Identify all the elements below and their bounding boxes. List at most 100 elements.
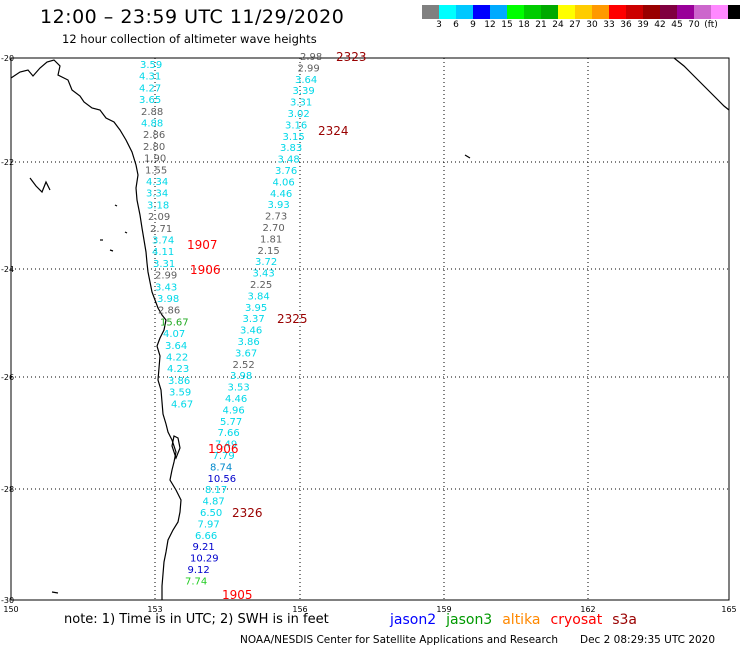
- wave-height-label: 10.56: [208, 474, 237, 485]
- wave-height-label: 7.74: [185, 576, 207, 587]
- wave-height-label: 3.84: [248, 291, 270, 302]
- longitude-label: 159: [436, 605, 451, 614]
- wave-height-label: 4.22: [166, 353, 188, 364]
- color-legend-labels: 3 6 9 12 15 18 21 24 27 30 33 36 39 42 45 70 (ft): [422, 20, 740, 32]
- wave-height-label: 2.98: [300, 52, 322, 63]
- legend-swatch: [677, 5, 694, 19]
- wave-height-label: 2.09: [148, 212, 170, 223]
- longitude-label: 162: [580, 605, 595, 614]
- longitude-label: 150: [3, 605, 18, 614]
- wave-height-label: 2.80: [143, 142, 165, 153]
- wave-height-label: 3.59: [140, 60, 162, 71]
- wave-height-label: 4.46: [270, 189, 292, 200]
- wave-height-label: 4.07: [163, 329, 185, 340]
- satellite-name: jason3: [446, 612, 493, 628]
- wave-height-label: 4.87: [203, 497, 225, 508]
- wave-height-label: 3.86: [168, 376, 190, 387]
- wave-height-label: 6.50: [200, 508, 222, 519]
- legend-label: 36: [620, 20, 632, 30]
- wave-height-label: 3.37: [243, 314, 265, 325]
- footer-note: note: 1) Time is in UTC; 2) SWH is in fe…: [64, 612, 329, 627]
- wave-height-label: 7.79: [213, 451, 235, 462]
- wave-height-label: 1.55: [145, 165, 167, 176]
- legend-label: 45: [671, 20, 683, 30]
- wave-height-label: 9.12: [188, 565, 210, 576]
- latitude-label: -24: [1, 265, 14, 274]
- wave-height-label: 3.83: [280, 143, 302, 154]
- legend-swatch: [711, 5, 728, 19]
- wave-height-label: 3.18: [147, 200, 169, 211]
- map-frame: [10, 57, 730, 601]
- wave-height-label: 4.23: [167, 364, 189, 375]
- legend-swatch: [643, 5, 660, 19]
- wave-height-label: 15.67: [160, 317, 189, 328]
- wave-height-label: 3.39: [293, 86, 315, 97]
- wave-height-label: 3.72: [255, 257, 277, 268]
- wave-height-label: 1.90: [144, 154, 166, 165]
- wave-height-label: 3.65: [139, 95, 161, 106]
- legend-swatch: [660, 5, 677, 19]
- legend-swatch: [626, 5, 643, 19]
- wave-height-label: 5.77: [220, 417, 242, 428]
- latitude-label: -30: [1, 596, 14, 605]
- longitude-label: 156: [292, 605, 307, 614]
- satellite-name: altika: [502, 612, 541, 628]
- wave-height-label: 2.15: [258, 246, 280, 257]
- graticule: [11, 58, 729, 600]
- australia-coastline: [10, 59, 182, 600]
- wave-height-label: 3.59: [169, 388, 191, 399]
- wave-height-label: 2.70: [263, 223, 285, 234]
- wave-height-label: 2.86: [143, 130, 165, 141]
- legend-label: 9: [470, 20, 476, 30]
- satellite-name: cryosat: [550, 612, 603, 628]
- wave-height-label: 9.21: [193, 542, 215, 553]
- legend-swatch: [694, 5, 711, 19]
- track-id-labels: 2323 2324 2325 2326 1907 1906 1906 1905: [187, 50, 367, 602]
- wave-height-label: 4.67: [171, 399, 193, 410]
- legend-label: 12: [484, 20, 496, 30]
- wave-height-label: 2.71: [150, 224, 172, 235]
- wave-height-label: 2.86: [158, 306, 180, 317]
- wave-height-label: 3.93: [268, 200, 290, 211]
- track-id-label: 1905: [222, 588, 253, 602]
- legend-swatch: [456, 5, 473, 19]
- wave-height-label: 3.02: [288, 109, 310, 120]
- satellite-name: s3a: [612, 612, 637, 628]
- wave-height-label: 8.74: [210, 462, 232, 473]
- longitude-label: 165: [721, 605, 736, 614]
- legend-swatch: [473, 5, 490, 19]
- wave-height-label: 3.86: [238, 337, 260, 348]
- wave-height-label: 3.64: [295, 75, 317, 86]
- legend-label: 21: [535, 20, 547, 30]
- map-title: 12:00 – 23:59 UTC 11/29/2020: [40, 6, 345, 28]
- latitude-label: -26: [1, 373, 14, 382]
- wave-height-label: 3.34: [146, 189, 168, 200]
- wave-height-label: 7.66: [218, 428, 240, 439]
- legend-label: 42: [654, 20, 666, 30]
- wave-height-label: 2.88: [141, 107, 163, 118]
- wave-height-label: 2.52: [233, 360, 255, 371]
- wave-height-label: 4.31: [139, 72, 161, 83]
- track-id-label: 1906: [190, 263, 221, 277]
- legend-label: (ft): [704, 20, 718, 30]
- wave-height-label: 3.15: [283, 132, 305, 143]
- generation-timestamp: Dec 2 08:29:35 UTC 2020: [580, 634, 716, 646]
- wave-height-label: 4.06: [273, 177, 295, 188]
- track-id-label: 1907: [187, 238, 218, 252]
- wave-height-label: 3.98: [230, 371, 252, 382]
- legend-swatch: [558, 5, 575, 19]
- longitude-labels: 150 153 156 159 162 165: [3, 605, 736, 614]
- legend-label: 39: [637, 20, 649, 30]
- wave-height-label: 3.98: [157, 294, 179, 305]
- new-caledonia-coast: [673, 57, 730, 111]
- wave-height-label: 4.88: [141, 119, 163, 130]
- legend-swatch: [507, 5, 524, 19]
- wave-height-label: 2.73: [265, 212, 287, 223]
- legend-label: 33: [603, 20, 615, 30]
- wave-height-label: 8.17: [205, 485, 227, 496]
- wave-height-label: 2.99: [298, 63, 320, 74]
- wave-height-label: 3.31: [153, 259, 175, 270]
- longitude-label: 153: [147, 605, 162, 614]
- legend-swatch: [422, 5, 439, 19]
- wave-height-label: 1.81: [260, 234, 282, 245]
